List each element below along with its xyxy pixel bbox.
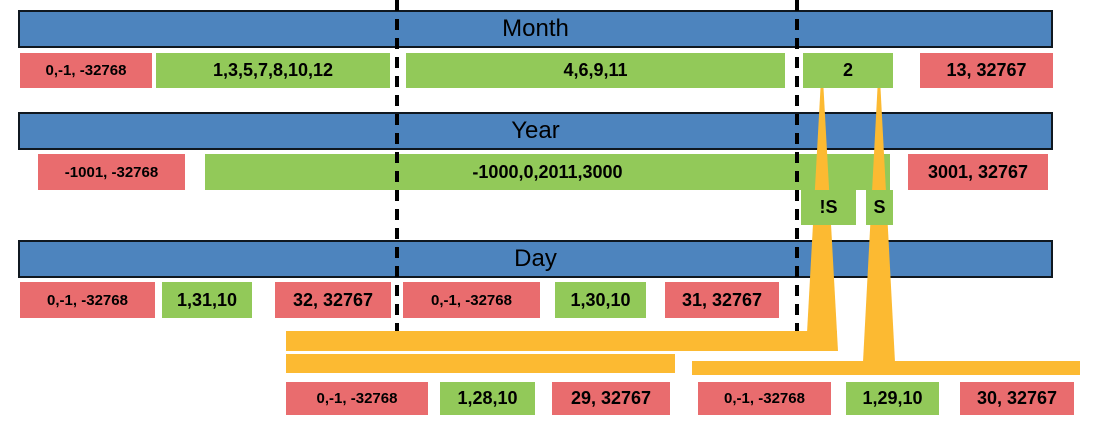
day-class-valid-30: 1,30,10 [555, 282, 646, 318]
day-class-valid-31: 1,31,10 [162, 282, 252, 318]
feb-leap-class-invalid-high: 30, 32767 [960, 382, 1074, 415]
day-bar: Day [18, 240, 1053, 278]
day-class-invalid-high-30: 31, 32767 [665, 282, 779, 318]
feb-leap-class-valid: 1,29,10 [846, 382, 939, 415]
year-class-valid: -1000,0,2011,3000 [205, 154, 890, 190]
partition-divider-line-left [395, 0, 399, 332]
day-bar-title: Day [514, 245, 557, 272]
month-class-30day-months: 4,6,9,11 [406, 53, 785, 88]
month-class-invalid-low: 0,-1, -32768 [20, 53, 152, 88]
month-bar-title: Month [502, 15, 569, 42]
feb-nonleap-class-invalid-high: 29, 32767 [552, 382, 670, 415]
partition-divider-line-right [795, 0, 799, 332]
year-class-invalid-high: 3001, 32767 [908, 154, 1048, 190]
year-bar: Year [18, 112, 1053, 150]
leap-year-flag: S [866, 190, 893, 225]
month-class-31day-months: 1,3,5,7,8,10,12 [156, 53, 390, 88]
feb-nonleap-class-valid: 1,28,10 [440, 382, 535, 415]
flow-bar-nonleap-upper [286, 331, 837, 351]
year-class-invalid-low: -1001, -32768 [38, 154, 185, 190]
day-class-invalid-low-30: 0,-1, -32768 [403, 282, 540, 318]
day-class-invalid-high-31: 32, 32767 [275, 282, 391, 318]
flow-bar-leap [692, 361, 1080, 375]
flow-bar-nonleap-lower [286, 354, 675, 373]
day-class-invalid-low-31: 0,-1, -32768 [20, 282, 155, 318]
year-bar-title: Year [511, 117, 560, 144]
feb-nonleap-class-invalid-low: 0,-1, -32768 [286, 382, 428, 415]
month-class-invalid-high: 13, 32767 [920, 53, 1053, 88]
feb-leap-class-invalid-low: 0,-1, -32768 [698, 382, 831, 415]
month-bar: Month [18, 10, 1053, 48]
non-leap-year-flag: !S [801, 190, 856, 225]
month-class-february: 2 [803, 53, 893, 88]
